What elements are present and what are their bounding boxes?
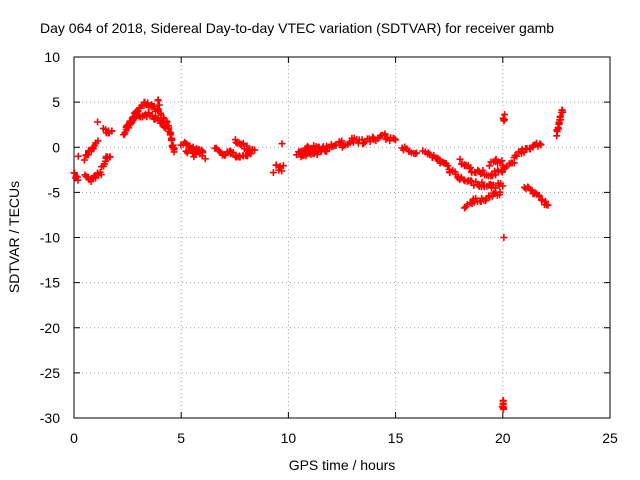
data-point — [97, 171, 105, 179]
data-point — [278, 140, 286, 148]
x-tick-label: 0 — [70, 430, 78, 446]
data-point — [544, 201, 552, 209]
data-point — [243, 142, 251, 150]
data-point — [248, 145, 256, 153]
data-point — [499, 161, 507, 169]
data-point — [323, 147, 331, 155]
data-point — [201, 155, 209, 163]
data-point — [556, 112, 564, 120]
y-tick-label: 0 — [52, 139, 60, 155]
data-point — [444, 162, 452, 170]
data-point — [144, 99, 152, 107]
data-point — [128, 114, 136, 122]
data-point — [74, 152, 82, 160]
data-point — [338, 137, 346, 145]
data-point — [499, 182, 507, 190]
data-point — [413, 149, 421, 157]
data-point — [537, 141, 545, 149]
x-tick-label: 25 — [602, 430, 618, 446]
data-point — [467, 164, 475, 172]
data-point — [498, 168, 506, 176]
y-tick-label: -30 — [40, 410, 60, 426]
data-point — [94, 118, 102, 126]
data-point — [332, 142, 340, 150]
data-point — [89, 145, 97, 153]
data-point — [500, 117, 508, 125]
axis-ticks: 0 5 10 15 20 25 10 5 0 -5 -10 -15 -20 -25 -30 — [40, 49, 618, 446]
y-tick-label: 5 — [52, 94, 60, 110]
data-point — [479, 166, 487, 174]
data-point — [381, 130, 389, 138]
data-point — [239, 140, 247, 148]
data-point — [276, 162, 284, 170]
x-tick-label: 10 — [281, 430, 297, 446]
y-tick-label: -15 — [40, 275, 60, 291]
data-point — [558, 106, 566, 114]
data-points — [70, 96, 567, 413]
data-point — [499, 405, 507, 413]
data-point — [541, 197, 549, 205]
data-point — [279, 162, 287, 170]
data-point — [150, 103, 158, 111]
data-point — [80, 156, 88, 164]
data-point — [275, 163, 283, 171]
data-point — [269, 169, 277, 177]
data-point — [278, 167, 286, 175]
data-point — [456, 155, 464, 163]
data-point — [391, 135, 399, 143]
data-point — [391, 136, 399, 144]
x-tick-label: 15 — [388, 430, 404, 446]
data-point — [496, 188, 504, 196]
data-point — [106, 153, 114, 161]
x-tick-label: 20 — [495, 430, 511, 446]
data-point — [166, 131, 174, 139]
data-point — [520, 148, 528, 156]
y-tick-label: -10 — [40, 230, 60, 246]
chart-title: Day 064 of 2018, Sidereal Day-to-day VTE… — [40, 20, 554, 36]
data-point — [498, 157, 506, 165]
data-point — [155, 101, 163, 109]
data-point — [170, 148, 178, 156]
y-tick-label: 10 — [44, 49, 60, 65]
x-axis-title: GPS time / hours — [289, 457, 396, 473]
data-point — [134, 107, 142, 115]
data-point — [536, 140, 544, 148]
data-point — [366, 138, 374, 146]
x-tick-label: 5 — [177, 430, 185, 446]
data-point — [197, 146, 205, 154]
data-point — [94, 137, 102, 145]
data-point — [215, 147, 223, 155]
y-tick-label: -5 — [48, 184, 61, 200]
y-tick-label: -20 — [40, 320, 60, 336]
data-point — [108, 127, 116, 135]
data-point — [500, 234, 508, 241]
data-point — [154, 97, 162, 105]
data-point — [74, 176, 82, 184]
data-point — [163, 118, 171, 126]
data-point — [102, 154, 110, 162]
data-point — [554, 124, 562, 132]
data-point — [513, 152, 521, 160]
data-point — [232, 138, 240, 146]
y-tick-label: -25 — [40, 365, 60, 381]
y-axis-title: SDTVAR / TECUs — [6, 181, 22, 293]
data-point — [199, 147, 207, 155]
data-point — [485, 162, 493, 170]
